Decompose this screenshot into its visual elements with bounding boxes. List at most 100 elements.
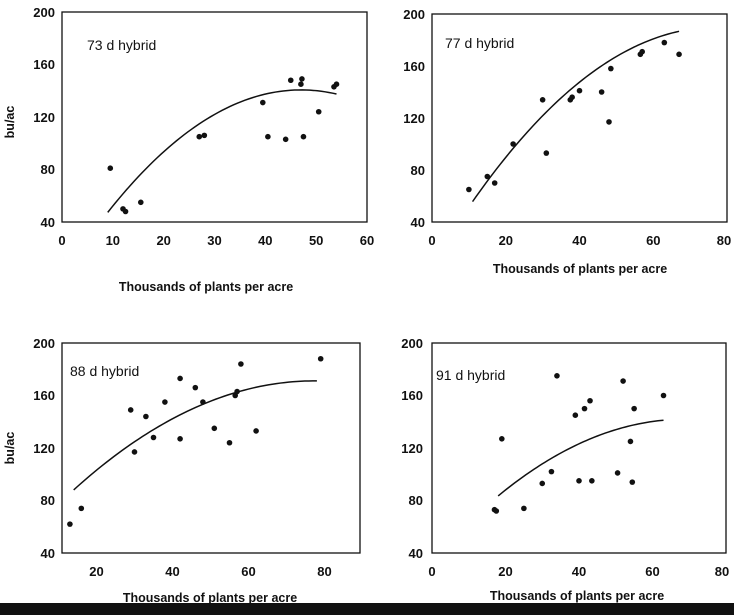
data-point [661,39,668,46]
x-tick-label: 0 [58,233,65,248]
data-point [196,133,203,140]
panel-title: 91 d hybrid [436,367,505,383]
data-point [317,355,324,362]
chart-marks-3 [491,373,667,514]
data-point [131,449,138,455]
data-point [200,399,206,405]
data-point [162,399,168,405]
data-point [265,133,271,140]
data-point [137,199,144,206]
data-point [629,479,636,485]
x-tick-label: 20 [156,233,170,248]
data-point [620,378,626,384]
y-axis-label: bu/ac [3,106,17,139]
data-point [333,81,340,87]
data-point [581,405,588,412]
x-tick-label: 20 [89,564,103,579]
fit-curve [471,30,680,203]
data-point [282,136,289,143]
y-axis-label: bu/ac [3,432,17,465]
data-point [300,133,307,140]
x-tick-label: 80 [715,564,729,579]
data-point [543,150,550,156]
x-tick-label: 40 [572,233,586,248]
data-point [627,438,634,445]
x-axis-label: Thousands of plants per acre [123,591,297,603]
y-tick-label: 120 [33,110,55,125]
x-tick-label: 30 [207,233,221,248]
y-tick-label: 160 [403,59,425,74]
x-tick-label: 80 [317,564,331,579]
data-point [587,397,593,404]
panel-title: 88 d hybrid [70,363,139,379]
chart-panel-77d: 77 d hybrid 200 160 120 80 40 0 20 40 60… [403,7,731,276]
data-point [177,375,183,382]
bottom-border-bar [0,603,734,615]
panel-title: 73 d hybrid [87,37,156,53]
y-tick-label: 40 [41,546,55,561]
chart-panel-88d: 88 d hybrid 200 160 120 80 40 20 40 60 8… [3,336,361,603]
data-point [608,65,614,72]
y-tick-label: 120 [33,441,55,456]
data-point [660,392,667,399]
x-tick-label: 40 [572,564,586,579]
data-point [576,87,583,94]
data-point [639,48,645,55]
data-point [253,428,259,434]
x-axis-label: Thousands of plants per acre [490,589,664,603]
plot-frame [431,342,727,554]
data-point [589,478,595,484]
x-tick-label: 60 [241,564,255,579]
data-point [572,412,579,418]
y-tick-label: 200 [33,5,55,20]
data-point [466,186,472,193]
chart-marks-2 [67,355,324,527]
y-tick-label: 200 [403,7,425,22]
data-point [211,425,218,432]
data-point [539,480,546,487]
data-point [493,508,500,514]
chart-panel-73d: 73 d hybrid 200 160 120 80 40 0 10 20 30… [3,5,374,294]
fit-curve [73,380,317,491]
data-point [614,470,621,476]
data-point [143,413,149,420]
x-tick-label: 0 [428,564,435,579]
data-point [127,407,134,413]
chart-panel-91d: 91 d hybrid 200 160 120 80 40 0 20 40 60… [401,336,729,603]
plot-frame [61,11,368,223]
x-tick-label: 40 [258,233,272,248]
y-tick-label: 40 [409,546,423,561]
data-point [201,132,208,139]
data-point [150,434,157,441]
panel-title: 77 d hybrid [445,35,514,51]
x-axis-label: Thousands of plants per acre [119,280,293,294]
y-tick-label: 120 [401,441,423,456]
y-tick-label: 40 [41,215,55,230]
data-point [238,361,244,367]
x-axis-label: Thousands of plants per acre [493,262,667,276]
data-point [107,165,114,171]
data-point [606,119,612,125]
y-tick-label: 160 [33,388,55,403]
y-tick-label: 160 [401,388,423,403]
x-tick-label: 50 [309,233,323,248]
x-tick-label: 60 [645,564,659,579]
fit-curve [107,89,337,213]
data-point [539,97,546,103]
y-tick-label: 200 [401,336,423,351]
fit-curve [497,419,664,497]
x-tick-label: 60 [646,233,660,248]
data-point [287,77,294,84]
x-tick-label: 80 [717,233,731,248]
data-point [177,436,183,442]
chart-marks-1 [466,30,682,203]
data-point [676,51,682,58]
data-point [234,388,240,395]
data-point [554,373,560,379]
data-point [78,505,85,512]
x-tick-label: 0 [428,233,435,248]
data-point [315,108,322,115]
data-point [569,94,575,100]
y-tick-label: 80 [411,163,425,178]
y-tick-label: 80 [409,493,423,508]
